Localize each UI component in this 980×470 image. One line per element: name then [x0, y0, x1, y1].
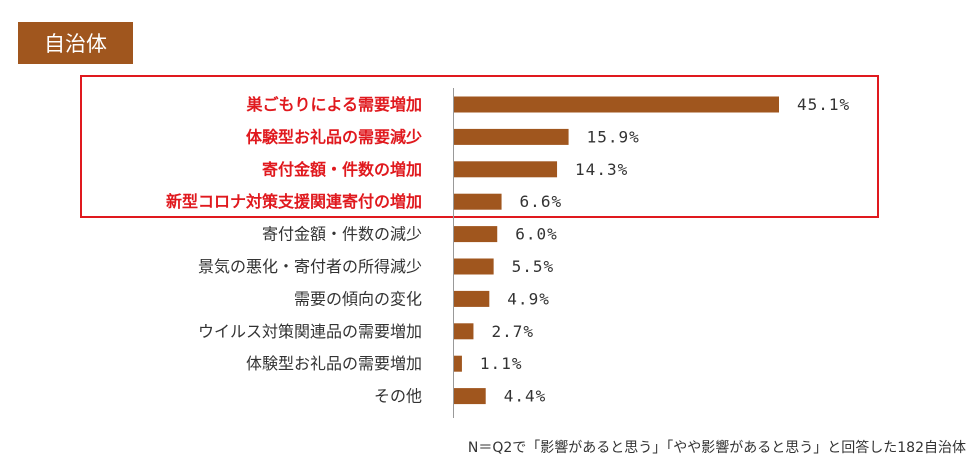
category-label: 需要の傾向の変化 [294, 289, 422, 308]
category-label: 巣ごもりによる需要増加 [245, 95, 422, 114]
bars-layer: 巣ごもりによる需要増加 45.1% 体験型お礼品の需要減少 15.9% 寄付金額・件数の… [166, 95, 850, 406]
bar [454, 355, 462, 372]
value-label: 14.3% [575, 160, 628, 179]
highlight-box [80, 75, 879, 218]
value-label: 15.9% [587, 127, 640, 146]
bar [454, 161, 558, 178]
bar [454, 193, 502, 210]
category-label: その他 [374, 387, 422, 406]
value-label: 4.9% [507, 289, 550, 308]
value-label: 5.5% [512, 257, 555, 276]
category-label: 体験型お礼品の需要増加 [246, 354, 422, 373]
bar [454, 258, 494, 275]
value-label: 4.4% [504, 387, 547, 406]
value-label: 1.1% [480, 354, 523, 373]
value-label: 6.6% [520, 192, 563, 211]
footnote: N＝Q2で「影響があると思う」「やや影響があると思う」と回答した182自治体 [467, 440, 966, 456]
section-title-badge: 自治体 [18, 22, 133, 64]
category-label: 寄付金額・件数の増加 [262, 160, 422, 179]
value-label: 6.0% [515, 225, 558, 244]
category-label: ウイルス対策関連品の需要増加 [198, 322, 422, 341]
bar [454, 96, 779, 113]
bar [454, 226, 498, 243]
bar [454, 388, 486, 405]
category-label: 景気の悪化・寄付者の所得減少 [198, 257, 422, 276]
bar [454, 128, 569, 145]
category-label: 寄付金額・件数の減少 [262, 225, 422, 244]
category-label: 新型コロナ対策支援関連寄付の増加 [166, 192, 422, 211]
category-label: 体験型お礼品の需要減少 [246, 127, 422, 146]
bar [454, 323, 474, 340]
value-label: 2.7% [491, 322, 534, 341]
bar [454, 290, 490, 307]
value-label: 45.1% [797, 95, 850, 114]
